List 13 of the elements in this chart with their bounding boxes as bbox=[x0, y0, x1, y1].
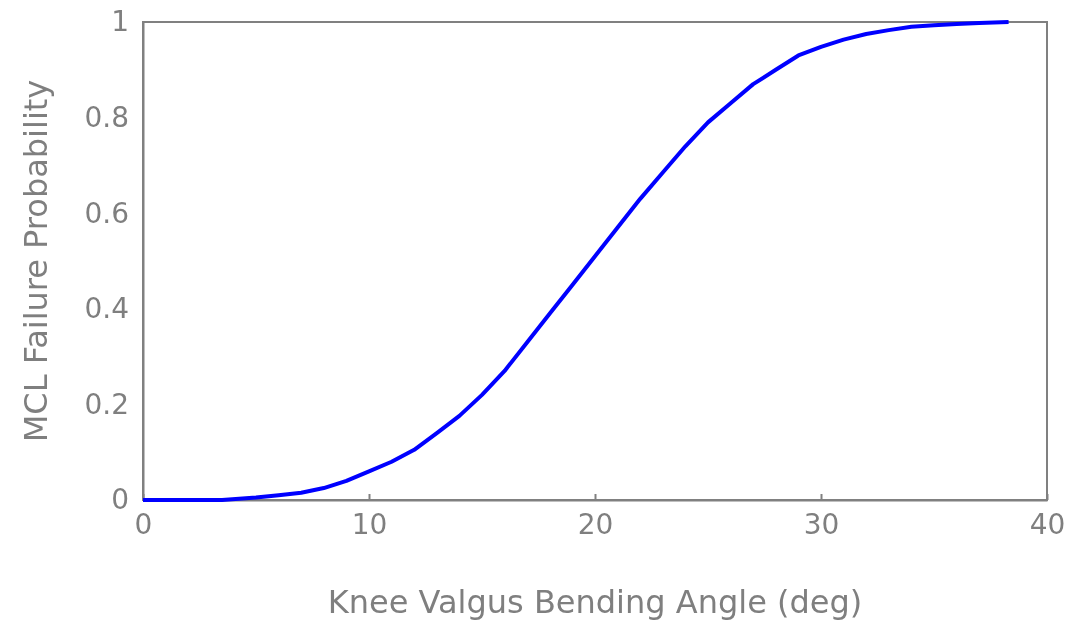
y-axis-title: MCL Failure Probability bbox=[17, 79, 55, 443]
x-tick-label: 40 bbox=[1029, 507, 1066, 541]
x-tick-label: 30 bbox=[803, 507, 840, 541]
x-tick-label: 20 bbox=[577, 507, 614, 541]
y-tick-label: 0.8 bbox=[84, 101, 129, 135]
y-tick-label: 0 bbox=[111, 483, 129, 517]
x-axis-title: Knee Valgus Bending Angle (deg) bbox=[327, 583, 863, 621]
y-tick-label: 0.6 bbox=[84, 196, 129, 230]
x-tick-label: 0 bbox=[134, 507, 153, 541]
x-tick-label: 10 bbox=[351, 507, 388, 541]
y-tick-label: 0.4 bbox=[84, 292, 129, 326]
y-tick-label: 1 bbox=[111, 5, 129, 39]
y-tick-label: 0.2 bbox=[84, 387, 129, 421]
